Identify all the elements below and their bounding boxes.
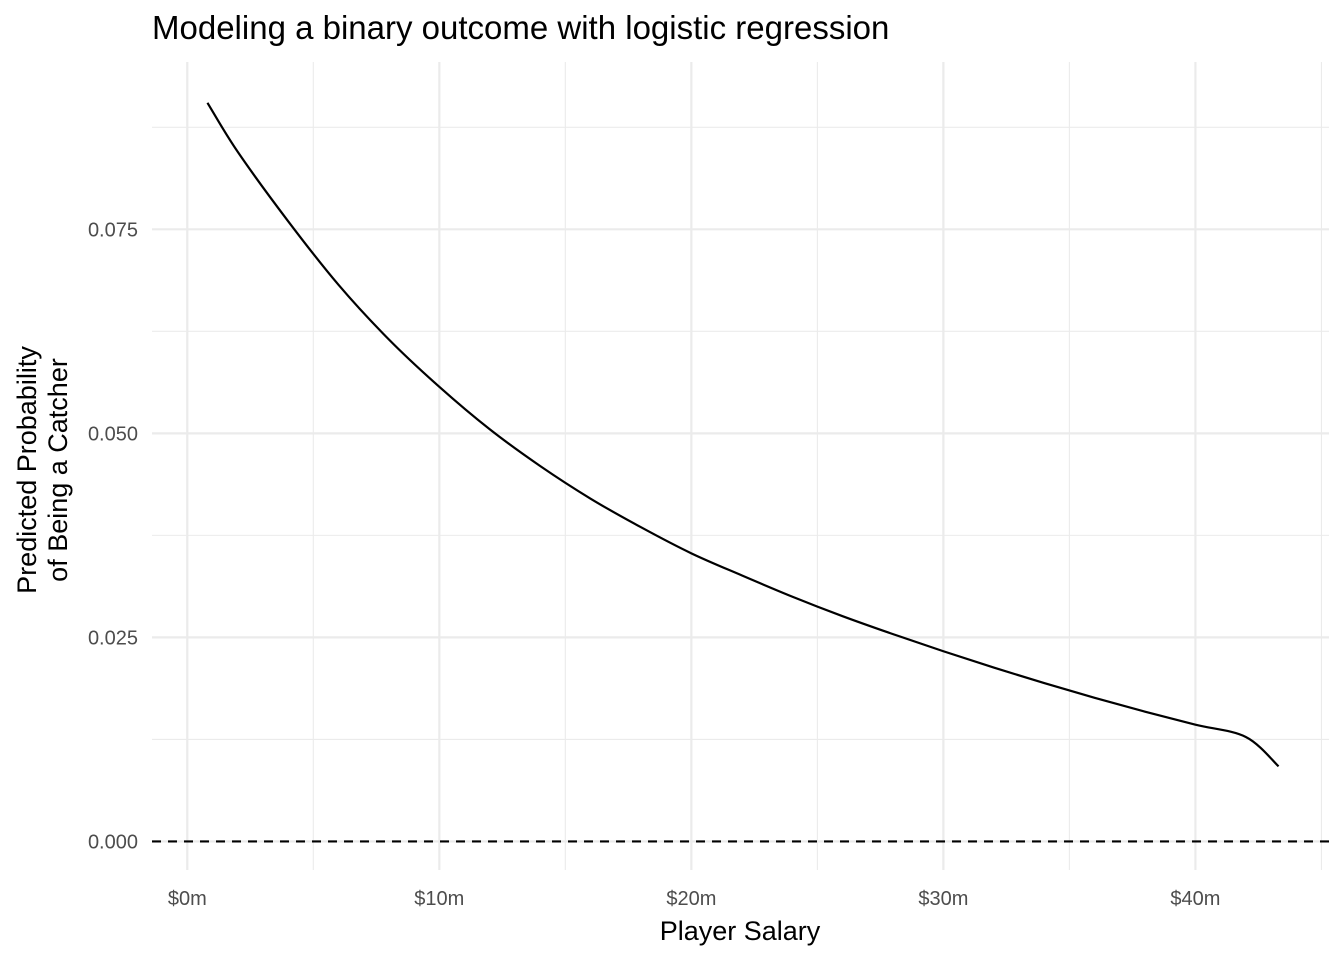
y-tick-label: 0.075 — [88, 219, 138, 241]
chart-title: Modeling a binary outcome with logistic … — [152, 9, 889, 46]
minor-gridlines — [152, 62, 1329, 870]
x-tick-label: $0m — [168, 888, 207, 910]
y-axis-title-line-2: of Being a Catcher — [43, 358, 73, 582]
x-tick-label: $10m — [414, 888, 464, 910]
x-tick-label: $30m — [918, 888, 968, 910]
y-axis-tick-labels: 0.000 0.025 0.050 0.075 — [88, 219, 138, 853]
y-tick-label: 0.050 — [88, 423, 138, 445]
x-axis-tick-labels: $0m $10m $20m $30m $40m — [168, 888, 1221, 910]
y-tick-label: 0.025 — [88, 627, 138, 649]
major-gridlines — [152, 62, 1329, 870]
y-axis-title-line-1: Predicted Probability — [12, 346, 42, 594]
x-tick-label: $40m — [1170, 888, 1220, 910]
y-tick-label: 0.000 — [88, 831, 138, 853]
series-line — [206, 102, 1280, 768]
x-tick-label: $20m — [666, 888, 716, 910]
x-axis-title: Player Salary — [660, 916, 821, 946]
